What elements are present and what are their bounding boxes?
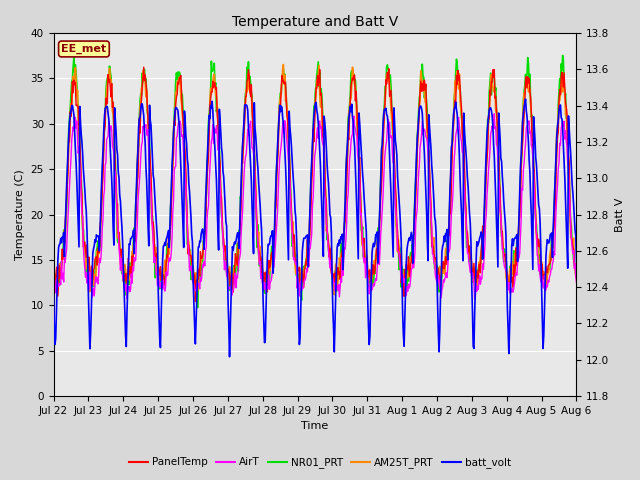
NR01_PRT [166,234,173,240]
AirT [166,258,173,264]
Line: AM25T_PRT: AM25T_PRT [54,64,577,295]
batt_volt [379,121,387,127]
Y-axis label: Temperature (C): Temperature (C) [15,169,25,260]
AM25T_PRT [395,246,403,252]
AirT [471,297,479,302]
NR01_PRT [195,283,202,289]
PanelTemp [395,251,403,257]
X-axis label: Time: Time [301,421,328,432]
PanelTemp [113,205,121,211]
AM25T_PRT [380,115,388,121]
AirT [59,270,67,276]
AirT [378,206,386,212]
AM25T_PRT [50,277,58,283]
batt_volt [394,185,402,191]
AM25T_PRT [113,199,121,205]
AirT [490,111,498,117]
NR01_PRT [113,219,121,225]
Y-axis label: Batt V: Batt V [615,197,625,232]
Legend: PanelTemp, AirT, NR01_PRT, AM25T_PRT, batt_volt: PanelTemp, AirT, NR01_PRT, AM25T_PRT, ba… [125,453,515,472]
PanelTemp [195,266,203,272]
Line: PanelTemp: PanelTemp [54,67,577,301]
NR01_PRT [50,283,58,289]
AirT [113,208,121,214]
batt_volt [522,96,529,102]
PanelTemp [573,266,580,272]
AirT [50,271,58,277]
NR01_PRT [379,130,387,135]
Line: AirT: AirT [54,114,577,300]
PanelTemp [191,299,199,304]
PanelTemp [380,125,388,131]
AirT [394,248,401,253]
batt_volt [166,224,173,229]
PanelTemp [50,275,58,281]
AirT [573,279,580,285]
AM25T_PRT [59,253,67,259]
Text: EE_met: EE_met [61,44,106,54]
NR01_PRT [559,52,566,58]
AM25T_PRT [194,288,202,294]
PanelTemp [167,223,175,228]
batt_volt [194,268,202,274]
batt_volt [573,259,580,265]
PanelTemp [140,64,148,70]
NR01_PRT [194,305,202,311]
Line: batt_volt: batt_volt [54,99,577,357]
NR01_PRT [573,267,580,273]
AM25T_PRT [330,292,338,298]
NR01_PRT [59,252,67,258]
batt_volt [50,291,58,297]
AirT [194,280,202,286]
batt_volt [226,354,234,360]
batt_volt [113,146,121,152]
batt_volt [59,235,67,241]
AM25T_PRT [573,276,580,282]
Title: Temperature and Batt V: Temperature and Batt V [232,15,398,29]
Line: NR01_PRT: NR01_PRT [54,55,577,308]
NR01_PRT [394,237,402,243]
PanelTemp [59,256,67,262]
AM25T_PRT [280,61,287,67]
AM25T_PRT [166,226,173,232]
